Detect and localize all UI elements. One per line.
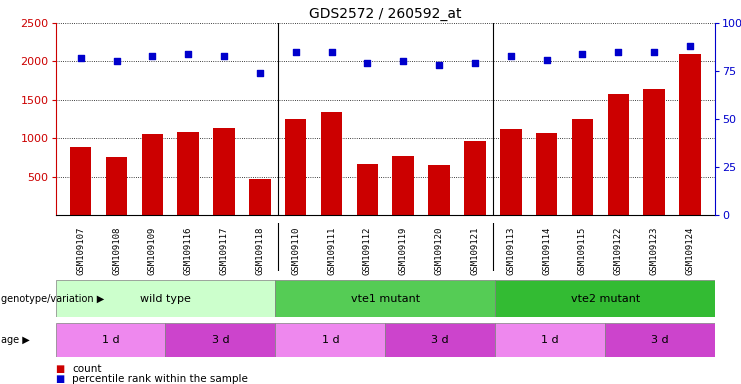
Bar — [428, 165, 450, 215]
Text: GSM109120: GSM109120 — [434, 227, 444, 275]
Bar — [605, 323, 715, 357]
Bar — [464, 141, 485, 215]
Point — [469, 60, 481, 66]
Bar — [56, 280, 276, 317]
Point — [362, 60, 373, 66]
Text: 3 d: 3 d — [431, 335, 449, 345]
Text: GSM109108: GSM109108 — [112, 227, 121, 275]
Text: percentile rank within the sample: percentile rank within the sample — [72, 374, 247, 384]
Point — [576, 51, 588, 57]
Text: GSM109117: GSM109117 — [219, 227, 228, 275]
Point — [290, 49, 302, 55]
Bar — [285, 119, 307, 215]
Point — [505, 53, 516, 59]
Point — [182, 51, 194, 57]
Bar — [276, 323, 385, 357]
Bar — [385, 323, 495, 357]
Bar — [643, 89, 665, 215]
Point — [147, 53, 159, 59]
Point — [75, 55, 87, 61]
Text: GSM109116: GSM109116 — [184, 227, 193, 275]
Text: 1 d: 1 d — [102, 335, 119, 345]
Point — [433, 62, 445, 68]
Bar — [177, 132, 199, 215]
Bar — [213, 128, 235, 215]
Bar — [276, 280, 495, 317]
Bar — [679, 54, 701, 215]
Bar — [393, 156, 414, 215]
Bar — [495, 323, 605, 357]
Text: age ▶: age ▶ — [1, 335, 30, 345]
Text: 3 d: 3 d — [212, 335, 229, 345]
Text: GSM109123: GSM109123 — [650, 227, 659, 275]
Text: GSM109114: GSM109114 — [542, 227, 551, 275]
Text: GSM109115: GSM109115 — [578, 227, 587, 275]
Text: GSM109122: GSM109122 — [614, 227, 622, 275]
Bar — [165, 323, 276, 357]
Text: GSM109109: GSM109109 — [148, 227, 157, 275]
Point — [612, 49, 624, 55]
Bar — [536, 133, 557, 215]
Text: GSM109118: GSM109118 — [256, 227, 265, 275]
Bar — [608, 94, 629, 215]
Text: vte1 mutant: vte1 mutant — [350, 293, 420, 304]
Point — [684, 43, 696, 49]
Bar — [56, 323, 165, 357]
Text: 1 d: 1 d — [542, 335, 559, 345]
Point — [110, 58, 122, 65]
Bar — [249, 179, 270, 215]
Text: count: count — [72, 364, 102, 374]
Point — [254, 70, 266, 76]
Text: GSM109110: GSM109110 — [291, 227, 300, 275]
Point — [541, 56, 553, 63]
Text: GSM109119: GSM109119 — [399, 227, 408, 275]
Bar — [70, 147, 91, 215]
Text: vte2 mutant: vte2 mutant — [571, 293, 639, 304]
Title: GDS2572 / 260592_at: GDS2572 / 260592_at — [309, 7, 462, 21]
Point — [397, 58, 409, 65]
Point — [325, 49, 337, 55]
Text: GSM109107: GSM109107 — [76, 227, 85, 275]
Text: GSM109112: GSM109112 — [363, 227, 372, 275]
Point — [218, 53, 230, 59]
Text: 1 d: 1 d — [322, 335, 339, 345]
Bar — [572, 119, 594, 215]
Text: genotype/variation ▶: genotype/variation ▶ — [1, 293, 104, 304]
Text: GSM109121: GSM109121 — [471, 227, 479, 275]
Text: GSM109124: GSM109124 — [685, 227, 694, 275]
Bar — [142, 134, 163, 215]
Text: wild type: wild type — [140, 293, 191, 304]
Text: 3 d: 3 d — [651, 335, 669, 345]
Bar — [321, 112, 342, 215]
Bar — [500, 129, 522, 215]
Bar — [106, 157, 127, 215]
Text: ■: ■ — [56, 374, 64, 384]
Bar — [356, 164, 378, 215]
Point — [648, 49, 660, 55]
Bar — [495, 280, 715, 317]
Text: GSM109111: GSM109111 — [327, 227, 336, 275]
Text: GSM109113: GSM109113 — [506, 227, 515, 275]
Text: ■: ■ — [56, 364, 64, 374]
